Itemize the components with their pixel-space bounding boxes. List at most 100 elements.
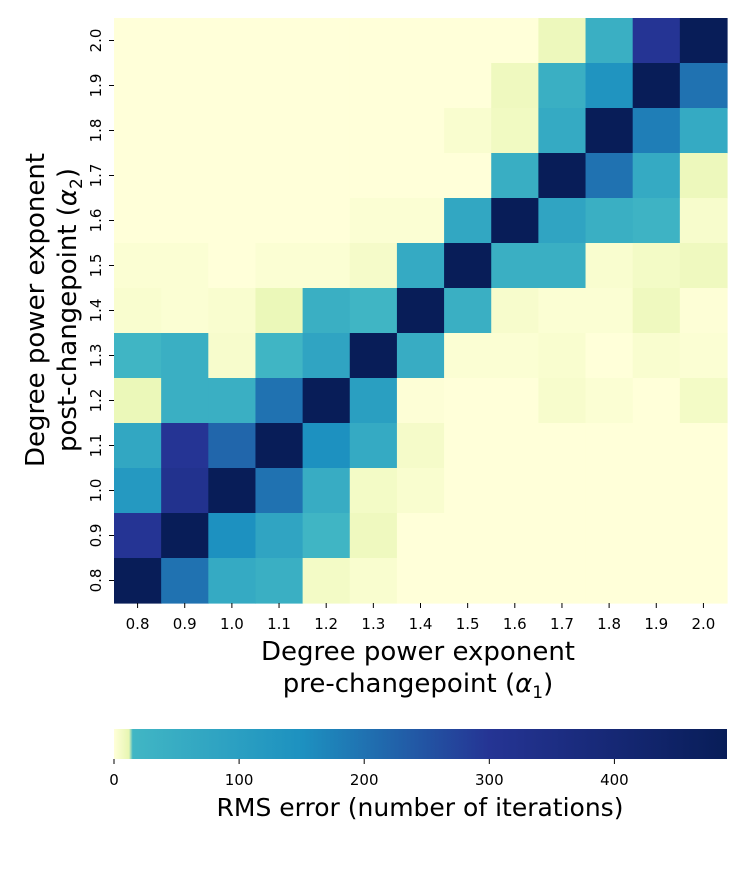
heatmap-cell	[491, 423, 539, 469]
heatmap-cell	[161, 513, 209, 559]
heatmap-cell	[444, 423, 492, 469]
heatmap-cell	[585, 333, 634, 379]
heatmap-cell	[632, 558, 681, 604]
heatmap-cell	[585, 198, 634, 244]
heatmap-cell	[679, 63, 728, 109]
heatmap-cell	[114, 333, 162, 379]
heatmap-cell	[349, 333, 398, 379]
x-tick-label: 1.6	[503, 615, 527, 633]
heatmap-cell	[208, 558, 257, 604]
heatmap-cell	[585, 288, 634, 334]
heatmap-cell	[302, 468, 351, 514]
heatmap-cell	[491, 513, 539, 559]
heatmap-cell	[444, 378, 492, 424]
heatmap-cell	[349, 423, 398, 469]
heatmap-cell	[349, 378, 398, 424]
heatmap-cell	[491, 108, 539, 154]
heatmap-cell	[491, 198, 539, 244]
heatmap-cell	[302, 558, 351, 604]
y-tick-label: 1.7	[87, 164, 105, 188]
x-tick-label: 0.8	[126, 615, 150, 633]
heatmap-cell	[255, 243, 304, 289]
heatmap-cell	[538, 18, 587, 64]
heatmap-cell	[491, 333, 539, 379]
heatmap-cell	[161, 378, 209, 424]
heatmap-cell	[491, 378, 539, 424]
heatmap-cell	[114, 423, 162, 469]
heatmap-cell	[444, 243, 492, 289]
heatmap-cell	[396, 153, 445, 199]
heatmap-cell	[396, 288, 445, 334]
heatmap-cell	[302, 243, 351, 289]
heatmap-cell	[396, 243, 445, 289]
heatmap-cell	[632, 468, 681, 514]
colorbar-ticks: 0 100 200 300 400	[109, 759, 629, 789]
colorbar-tick-label: 400	[600, 771, 629, 789]
heatmap-cell	[538, 108, 587, 154]
y-tick-label: 2.0	[87, 29, 105, 53]
heatmap-cell	[161, 468, 209, 514]
heatmap-cell	[349, 513, 398, 559]
heatmap-cell	[538, 468, 587, 514]
heatmap-cell	[444, 288, 492, 334]
heatmap-cell	[491, 558, 539, 604]
y-tick-label: 1.4	[87, 299, 105, 323]
heatmap-cell	[114, 243, 162, 289]
heatmap-cell	[161, 333, 209, 379]
heatmap-cell	[679, 378, 728, 424]
x-axis-label: Degree power exponent pre-changepoint (α…	[261, 637, 575, 703]
x-tick-label: 1.2	[314, 615, 338, 633]
heatmap-cell	[208, 108, 257, 154]
heatmap-cell	[538, 558, 587, 604]
x-tick-label: 1.9	[644, 615, 668, 633]
heatmap-cell	[208, 198, 257, 244]
y-axis-ticks: 0.8 0.9 1.0 1.1 1.2 1.3 1.4 1.5 1.6 1.7 1.8 1.9 2.0	[87, 29, 114, 593]
heatmap-cell	[491, 468, 539, 514]
heatmap-cell	[255, 153, 304, 199]
heatmap-cell	[585, 63, 634, 109]
heatmap-cell	[632, 198, 681, 244]
heatmap-cell	[161, 198, 209, 244]
heatmap-cell	[255, 558, 304, 604]
heatmap-cell	[679, 513, 728, 559]
heatmap-cell	[349, 288, 398, 334]
heatmap-cell	[208, 333, 257, 379]
x-tick-label: 1.8	[597, 615, 621, 633]
heatmap-cell	[679, 153, 728, 199]
heatmap-cell	[679, 198, 728, 244]
heatmap-cell	[208, 288, 257, 334]
y-tick-label: 0.8	[87, 569, 105, 593]
y-tick-label: 1.1	[87, 434, 105, 458]
heatmap-cell	[114, 63, 162, 109]
heatmap-cell	[491, 63, 539, 109]
heatmap-cell	[538, 378, 587, 424]
heatmap-cell	[585, 378, 634, 424]
heatmap-cell	[302, 378, 351, 424]
heatmap-cell	[302, 108, 351, 154]
heatmap-cell	[349, 108, 398, 154]
x-tick-label: 1.5	[456, 615, 480, 633]
heatmap-cell	[349, 558, 398, 604]
colorbar-tick-label: 0	[109, 771, 119, 789]
heatmap-cell	[444, 198, 492, 244]
y-tick-label: 1.0	[87, 479, 105, 503]
heatmap-cell	[632, 423, 681, 469]
heatmap-cell	[585, 108, 634, 154]
y-axis-label-line1: Degree power exponent	[21, 153, 51, 467]
heatmap-cell	[349, 198, 398, 244]
heatmap-cell	[396, 558, 445, 604]
x-tick-label: 2.0	[691, 615, 715, 633]
heatmap-cell	[161, 558, 209, 604]
y-tick-label: 1.9	[87, 74, 105, 98]
heatmap-cell	[396, 378, 445, 424]
heatmap-cell	[396, 513, 445, 559]
heatmap-cell	[255, 423, 304, 469]
heatmap-cell	[114, 198, 162, 244]
heatmap-cell	[632, 378, 681, 424]
heatmap-cell	[632, 18, 681, 64]
heatmap-cell	[255, 378, 304, 424]
heatmap-cell	[632, 108, 681, 154]
heatmap-cell	[208, 513, 257, 559]
heatmap-cell	[585, 423, 634, 469]
